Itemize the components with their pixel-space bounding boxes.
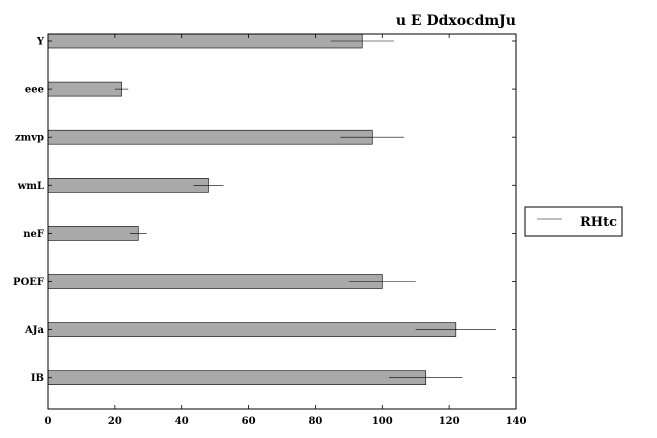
error-bars-group [114,40,496,379]
bar-zmvp [47,129,373,145]
x-tick-label-20: 20 [108,416,122,427]
y-tick-label-wmL: wmL [17,181,44,192]
y-tick-label-POEF: POEF [13,277,44,288]
legend: RHtc [524,206,623,237]
x-tick-label-80: 80 [308,416,322,427]
bar-IB [47,370,427,386]
legend-label: RHtc [580,215,617,230]
x-tick-label-120: 120 [439,416,460,427]
y-tick-label-AJa: AJa [24,325,44,336]
x-tick-label-140: 140 [506,416,527,427]
x-tick-label-0: 0 [45,416,52,427]
y-tick-label-eee: eee [25,85,44,96]
y-tick-label-Y: Y [36,37,45,48]
chart-title: u E DdxocdmJu [396,13,516,29]
y-tick-label-neF: neF [23,229,44,240]
bar-eee [47,81,122,97]
legend-box [524,206,623,237]
bar-POEF [47,274,383,289]
plot-frame [47,33,517,410]
bars-group [47,33,457,386]
x-tick-label-60: 60 [242,416,256,427]
bar-neF [47,226,139,241]
x-tick-label-100: 100 [372,416,393,427]
x-axis: 0 20 40 60 80 100 120 140 [45,34,527,427]
y-tick-label-zmvp: zmvp [15,133,44,144]
bar-AJa [47,322,457,337]
x-tick-label-40: 40 [175,416,189,427]
bar-wmL [47,178,209,193]
y-tick-label-IB: IB [31,373,44,384]
